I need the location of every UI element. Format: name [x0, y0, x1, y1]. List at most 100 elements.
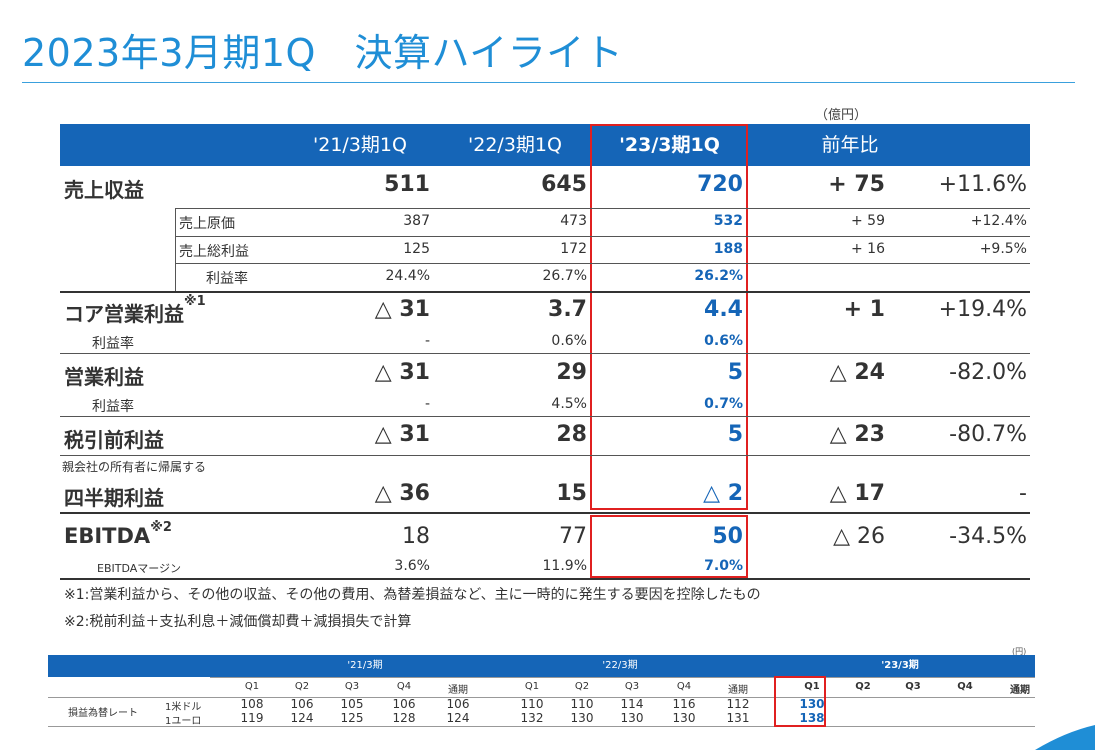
- fx-quarter-header: Q1: [804, 681, 820, 692]
- highlight-current-period: [590, 124, 748, 510]
- gross-pct: +9.5%: [979, 241, 1027, 257]
- fx-usd-value: 112: [726, 697, 750, 711]
- header-col-2022: '22/3期1Q: [468, 134, 562, 156]
- divider: [60, 512, 1030, 514]
- row-label-gross: 売上総利益: [179, 244, 249, 260]
- fx-unit: (円): [1012, 647, 1027, 656]
- fx-quarter-header: Q4: [676, 681, 692, 692]
- fx-quarter-header: 通期: [1010, 685, 1030, 696]
- cogs-2023: 532: [713, 213, 743, 229]
- divider: [60, 455, 1030, 456]
- cogs-2021: 387: [403, 213, 430, 229]
- footnote-2: ※2:税前利益＋支払利息＋減価償却費＋減損損失で計算: [64, 614, 412, 630]
- divider: [175, 208, 176, 291]
- fx-eur-value: 124: [290, 711, 314, 725]
- gross-diff: + 16: [851, 241, 885, 257]
- fx-period-2023: '23/3期: [881, 660, 919, 671]
- row-label-op: 営業利益: [64, 365, 144, 389]
- core-2022: 3.7: [548, 297, 587, 322]
- op-margin-2022: 4.5%: [551, 396, 587, 412]
- ebitda-margin-2022: 11.9%: [542, 558, 587, 574]
- title-divider: [22, 82, 1075, 83]
- unit-label: （億円）: [815, 108, 868, 123]
- fx-period-2021: '21/3期: [347, 660, 383, 671]
- divider: [175, 263, 1030, 264]
- core-margin-2021: -: [424, 333, 430, 349]
- divider: [60, 578, 1030, 580]
- core-2023: 4.4: [704, 297, 743, 322]
- gross-margin-2023: 26.2%: [694, 268, 743, 284]
- fx-quarter-header: 通期: [728, 685, 748, 696]
- net-pct: -: [1019, 481, 1027, 506]
- sales-pct: +11.6%: [938, 172, 1027, 197]
- ebitda-diff: △ 26: [833, 524, 885, 549]
- sales-2021: 511: [384, 172, 430, 197]
- gross-2023: 188: [713, 241, 743, 257]
- divider: [60, 353, 1030, 354]
- header-col-yoy: 前年比: [821, 134, 879, 156]
- fx-eur-value: 125: [340, 711, 364, 725]
- pretax-2022: 28: [556, 422, 587, 447]
- fx-usd-value: 114: [620, 697, 644, 711]
- table-header: [60, 124, 1030, 166]
- row-label-ebitda: EBITDA※2: [64, 520, 172, 548]
- net-diff: △ 17: [829, 481, 885, 506]
- op-2023: 5: [727, 360, 743, 385]
- op-margin-2023: 0.7%: [704, 396, 743, 412]
- fx-eur-value: 138: [799, 711, 825, 725]
- net-2023: △ 2: [703, 481, 743, 506]
- op-pct: -82.0%: [949, 360, 1027, 385]
- op-margin-2021: -: [424, 396, 430, 412]
- fx-quarter-header: Q3: [624, 681, 640, 692]
- pretax-pct: -80.7%: [949, 422, 1027, 447]
- divider: [210, 677, 1035, 678]
- fx-quarter-header: Q4: [957, 681, 973, 692]
- divider: [60, 291, 1030, 293]
- fx-eur-value: 128: [392, 711, 416, 725]
- ebitda-2022: 77: [559, 524, 587, 549]
- footnote-mark-1: ※1: [184, 294, 206, 309]
- row-label-core-margin: 利益率: [92, 336, 134, 352]
- fx-eur-value: 130: [620, 711, 644, 725]
- fx-usd-value: 106: [392, 697, 416, 711]
- corner-decoration-icon: [1035, 725, 1095, 750]
- fx-quarter-header: Q2: [855, 681, 871, 692]
- fx-usd-label: 1米ドル: [165, 702, 202, 713]
- header-col-2023: '23/3期1Q: [619, 134, 720, 156]
- gross-2022: 172: [560, 241, 587, 257]
- header-col-2021: '21/3期1Q: [313, 134, 407, 156]
- row-label-pretax: 税引前利益: [64, 428, 164, 452]
- ebitda-pct: -34.5%: [949, 524, 1027, 549]
- cogs-pct: +12.4%: [970, 213, 1027, 229]
- fx-usd-value: 110: [570, 697, 594, 711]
- fx-quarter-header: Q1: [524, 681, 540, 692]
- core-margin-2022: 0.6%: [551, 333, 587, 349]
- net-2022: 15: [556, 481, 587, 506]
- divider: [60, 416, 1030, 417]
- core-2021: △ 31: [374, 297, 430, 322]
- fx-usd-value: 110: [520, 697, 544, 711]
- fx-period-2022: '22/3期: [602, 660, 638, 671]
- fx-usd-value: 106: [446, 697, 470, 711]
- fx-quarter-header: Q3: [344, 681, 360, 692]
- fx-eur-value: 119: [240, 711, 264, 725]
- fx-eur-value: 130: [672, 711, 696, 725]
- cogs-diff: + 59: [851, 213, 885, 229]
- ebitda-margin-2023: 7.0%: [704, 558, 743, 574]
- fx-usd-value: 116: [672, 697, 696, 711]
- cogs-2022: 473: [560, 213, 587, 229]
- fx-eur-value: 130: [570, 711, 594, 725]
- ebitda-margin-2021: 3.6%: [394, 558, 430, 574]
- row-label-cogs: 売上原価: [179, 216, 235, 232]
- pretax-2023: 5: [727, 422, 743, 447]
- fx-quarter-header: Q2: [574, 681, 590, 692]
- core-diff: + 1: [843, 297, 885, 322]
- row-label-gross-margin: 利益率: [206, 271, 248, 287]
- divider: [175, 236, 1030, 237]
- pretax-diff: △ 23: [829, 422, 885, 447]
- fx-usd-value: 130: [799, 697, 825, 711]
- ebitda-2023: 50: [712, 524, 743, 549]
- op-2021: △ 31: [374, 360, 430, 385]
- footnote-1: ※1:営業利益から、その他の収益、その他の費用、為替差損益など、主に一時的に発生…: [64, 587, 761, 603]
- highlight-ebitda-current: [590, 515, 748, 578]
